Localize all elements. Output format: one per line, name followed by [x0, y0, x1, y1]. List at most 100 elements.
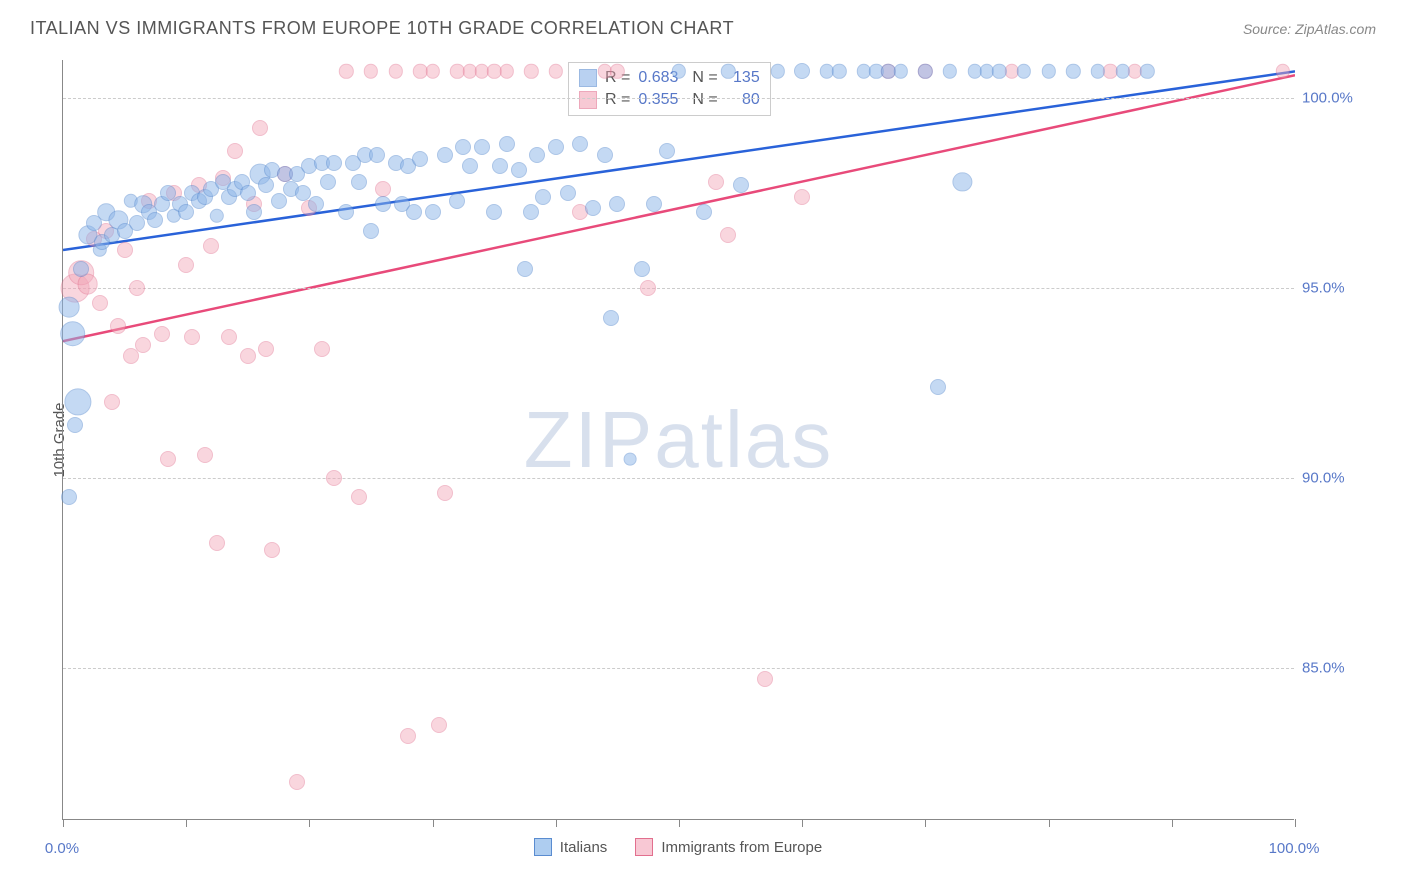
data-point	[597, 147, 613, 163]
data-point	[770, 64, 784, 78]
stat-r-value: 0.355	[638, 91, 678, 109]
x-tick-label: 0.0%	[45, 840, 79, 857]
data-point	[178, 204, 194, 220]
data-point	[73, 261, 89, 277]
data-point	[92, 295, 108, 311]
data-point	[123, 348, 139, 364]
data-point	[264, 542, 280, 558]
data-point	[351, 174, 367, 190]
data-point	[659, 143, 675, 159]
grid-line	[63, 288, 1294, 289]
stat-label: N =	[692, 69, 717, 87]
data-point	[339, 64, 353, 78]
data-point	[110, 318, 126, 334]
x-tick	[1295, 819, 1296, 827]
data-point	[523, 204, 539, 220]
data-point	[400, 728, 416, 744]
series-swatch	[579, 91, 597, 109]
data-point	[437, 147, 453, 163]
data-point	[894, 64, 908, 78]
data-point	[135, 337, 151, 353]
x-tick	[186, 819, 187, 827]
data-point	[203, 238, 219, 254]
data-point	[431, 717, 447, 733]
legend: ItaliansImmigrants from Europe	[62, 838, 1294, 856]
x-tick	[925, 819, 926, 827]
data-point	[258, 177, 274, 193]
grid-line	[63, 668, 1294, 669]
data-point	[314, 341, 330, 357]
data-point	[646, 196, 662, 212]
data-point	[388, 64, 402, 78]
data-point	[160, 451, 176, 467]
data-point	[178, 257, 194, 273]
chart-container: 10th Grade ZIPatlas R =0.683N =135R =0.3…	[62, 60, 1372, 820]
data-point	[794, 189, 810, 205]
data-point	[437, 485, 453, 501]
data-point	[60, 321, 86, 347]
data-point	[548, 139, 564, 155]
data-point	[499, 136, 515, 152]
data-point	[492, 158, 508, 174]
data-point	[572, 136, 588, 152]
data-point	[609, 196, 625, 212]
data-point	[221, 329, 237, 345]
data-point	[733, 177, 749, 193]
data-point	[1017, 64, 1031, 78]
data-point	[696, 204, 712, 220]
stat-label: R =	[605, 91, 630, 109]
data-point	[603, 310, 619, 326]
data-point	[129, 215, 145, 231]
data-point	[953, 172, 972, 191]
data-point	[258, 341, 274, 357]
data-point	[308, 196, 324, 212]
data-point	[406, 204, 422, 220]
data-point	[64, 388, 91, 415]
data-point	[271, 193, 287, 209]
data-point	[623, 453, 636, 466]
data-point	[794, 63, 810, 79]
stat-n-value: 80	[726, 91, 760, 109]
data-point	[1041, 64, 1055, 78]
data-point	[517, 261, 533, 277]
data-point	[117, 242, 133, 258]
data-point	[351, 489, 367, 505]
data-point	[425, 204, 441, 220]
x-tick	[1172, 819, 1173, 827]
data-point	[708, 174, 724, 190]
legend-item: Immigrants from Europe	[635, 838, 822, 856]
data-point	[1066, 64, 1080, 78]
chart-title: ITALIAN VS IMMIGRANTS FROM EUROPE 10TH G…	[30, 18, 734, 39]
data-point	[227, 143, 243, 159]
data-point	[992, 64, 1006, 78]
data-point	[209, 535, 225, 551]
y-tick-label: 95.0%	[1302, 280, 1345, 297]
y-tick-label: 90.0%	[1302, 470, 1345, 487]
source-text: Source: ZipAtlas.com	[1243, 21, 1376, 37]
watermark: ZIPatlas	[524, 394, 833, 486]
data-point	[129, 280, 145, 296]
data-point	[320, 174, 336, 190]
x-tick	[679, 819, 680, 827]
data-point	[326, 470, 342, 486]
x-tick	[802, 819, 803, 827]
x-tick	[433, 819, 434, 827]
x-tick-label: 100.0%	[1269, 840, 1320, 857]
data-point	[549, 64, 563, 78]
data-point	[210, 209, 224, 223]
stats-row: R =0.355N =80	[579, 89, 760, 111]
data-point	[363, 223, 379, 239]
data-point	[449, 193, 465, 209]
data-point	[375, 181, 391, 197]
data-point	[147, 212, 163, 228]
grid-line	[63, 478, 1294, 479]
data-point	[326, 155, 342, 171]
data-point	[240, 185, 256, 201]
data-point	[289, 774, 305, 790]
data-point	[61, 489, 77, 505]
data-point	[462, 158, 478, 174]
data-point	[499, 64, 513, 78]
x-tick	[1049, 819, 1050, 827]
data-point	[455, 139, 471, 155]
data-point	[918, 64, 932, 78]
